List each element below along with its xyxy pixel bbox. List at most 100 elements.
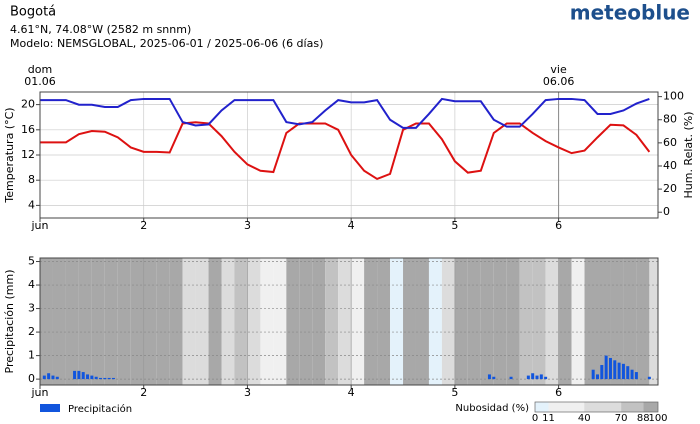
y-tick-label: 2 xyxy=(28,325,35,338)
y2-tick-label: 40 xyxy=(663,159,677,172)
y2-tick-label: 100 xyxy=(663,90,684,103)
precip-bar xyxy=(535,375,539,380)
cloud-strip xyxy=(415,258,429,385)
series-line xyxy=(40,97,650,129)
series-line xyxy=(40,121,651,181)
cloud-strip xyxy=(623,258,637,385)
y2-tick-label: 0 xyxy=(663,205,670,218)
y-tick-label: 3 xyxy=(28,302,35,315)
cloud-strip xyxy=(286,258,300,385)
precip-bar xyxy=(531,373,535,380)
cloud-strip xyxy=(584,258,598,385)
cloud-strip xyxy=(234,258,248,385)
cloud-strip xyxy=(467,258,481,385)
cloud-strip xyxy=(364,258,378,385)
y2-tick-label: 20 xyxy=(663,182,677,195)
cloud-strip xyxy=(493,258,507,385)
marker-day: vie xyxy=(550,63,567,76)
cloud-strip xyxy=(558,258,572,385)
x-tick-label: 6 xyxy=(555,219,562,232)
y-axis-label: Temperatura (°C) xyxy=(3,107,16,203)
precip-bar xyxy=(621,363,625,380)
colorbar-segment xyxy=(535,402,549,412)
cloud-strip xyxy=(325,258,339,385)
cloud-strip xyxy=(78,258,92,385)
cloud-strip xyxy=(260,258,274,385)
cloud-strip xyxy=(40,258,53,385)
precip-bar xyxy=(544,376,548,380)
cloud-strip xyxy=(428,258,442,385)
x-tick-label: 4 xyxy=(348,219,355,232)
y2-tick-label: 80 xyxy=(663,113,677,126)
marker-date: 01.06 xyxy=(24,75,56,88)
cloud-strip xyxy=(480,258,494,385)
x-tick-label: 5 xyxy=(451,219,458,232)
cloud-strip xyxy=(351,258,365,385)
precip-bar xyxy=(47,373,51,380)
cloud-strip xyxy=(104,258,118,385)
precip-bar xyxy=(487,374,491,380)
cloud-strip xyxy=(195,258,209,385)
y-tick-label: 20 xyxy=(21,98,35,111)
y2-tick-label: 60 xyxy=(663,136,677,149)
x-tick-label: 5 xyxy=(451,386,458,399)
precip-bar xyxy=(600,365,604,380)
plot-frame xyxy=(39,257,659,386)
colorbar-segment xyxy=(621,402,644,412)
cloud-strip xyxy=(65,258,79,385)
cloud-strip xyxy=(247,258,261,385)
cloud-strip xyxy=(454,258,468,385)
cloud-strip xyxy=(130,258,144,385)
cloud-strip xyxy=(299,258,313,385)
precip-bar xyxy=(111,377,115,380)
cloud-strip xyxy=(182,258,196,385)
precip-bar xyxy=(595,374,599,380)
y-tick-label: 8 xyxy=(28,173,35,186)
cloud-strip xyxy=(312,258,326,385)
colorbar-segment xyxy=(584,402,622,412)
precip-bar xyxy=(509,376,513,380)
colorbar-segment xyxy=(548,402,585,412)
cloud-strip xyxy=(338,258,352,385)
y-tick-label: 5 xyxy=(28,255,35,268)
cloud-strip xyxy=(156,258,170,385)
cloud-strip xyxy=(532,258,546,385)
cloud-strip xyxy=(571,258,585,385)
x-tick-label: jun xyxy=(31,386,49,399)
legend-label: Precipitación xyxy=(68,403,132,415)
colorbar-tick-label: 70 xyxy=(615,413,628,424)
y-tick-label: 4 xyxy=(28,278,35,291)
precip-bar xyxy=(492,376,496,380)
precip-bar xyxy=(539,374,543,380)
marker-day: dom xyxy=(28,63,52,76)
cloud-strip xyxy=(169,258,183,385)
precip-bar xyxy=(42,375,46,380)
plot xyxy=(40,258,658,385)
x-tick-label: 3 xyxy=(244,386,251,399)
y-tick-label: 12 xyxy=(21,148,35,161)
precip-bar xyxy=(626,366,630,380)
x-tick-label: 3 xyxy=(244,219,251,232)
precip-bar xyxy=(55,376,59,380)
cloud-strip xyxy=(403,258,416,385)
cloud-strip xyxy=(636,258,650,385)
plot xyxy=(40,92,658,218)
cloud-strip xyxy=(273,258,287,385)
x-tick-label: 2 xyxy=(140,219,147,232)
cloud-strip xyxy=(545,258,559,385)
cloud-strip xyxy=(377,258,391,385)
colorbar-tick-label: 40 xyxy=(578,413,591,424)
precip-bar xyxy=(86,374,90,380)
y2-axis-label: Hum. Relat. (%) xyxy=(682,111,695,198)
x-tick-label: 4 xyxy=(348,386,355,399)
cloud-strip xyxy=(441,258,455,385)
cloud-strip xyxy=(519,258,533,385)
y-tick-label: 0 xyxy=(28,372,35,385)
colorbar-title: Nubosidad (%) xyxy=(455,403,529,414)
cloud-strip xyxy=(610,258,624,385)
precip-bar xyxy=(608,357,612,380)
precip-bar xyxy=(613,360,617,380)
precip-bar xyxy=(630,369,634,380)
colorbar-tick-label: 11 xyxy=(542,413,555,424)
coords: 4.61°N, 74.08°W (2582 m snnm) xyxy=(10,23,191,36)
